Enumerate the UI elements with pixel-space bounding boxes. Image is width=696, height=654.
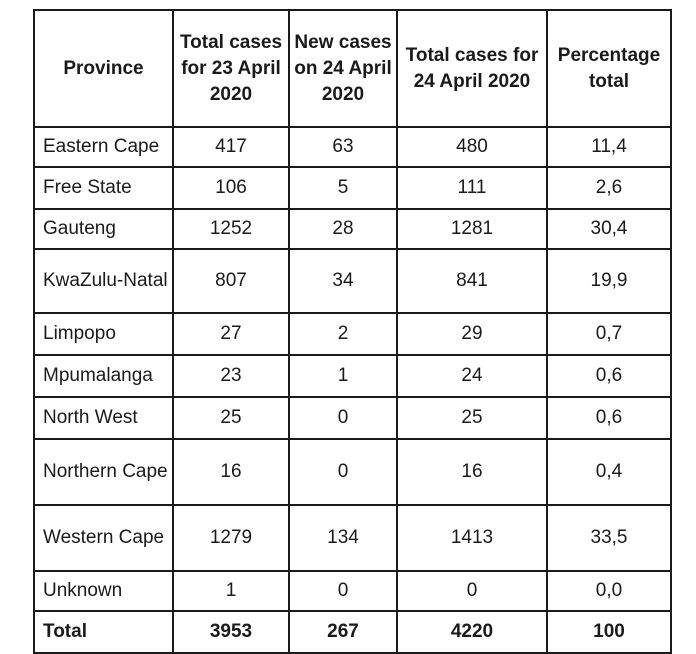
total-24-cell: 480 [396, 126, 548, 168]
table-body: Eastern Cape 417 63 480 11,4 Free State 106 5 11… [33, 126, 672, 654]
header-total-23-april: Total cases for 23 April 2020 [172, 9, 290, 128]
header-total-24-april: Total cases for 24 April 2020 [396, 9, 548, 128]
total-23-cell: 16 [172, 438, 290, 506]
covid-cases-table: Province Total cases for 23 April 2020 N… [33, 9, 672, 654]
table-row: Gauteng 1252 28 1281 30,4 [33, 208, 672, 250]
province-cell: Eastern Cape [33, 126, 174, 168]
table-row: Free State 106 5 111 2,6 [33, 166, 672, 210]
percentage-cell: 0,6 [546, 396, 672, 440]
total-row: Total 3953 267 4220 100 [33, 610, 672, 654]
total-23-cell: 23 [172, 354, 290, 398]
total-23-cell: 3953 [172, 610, 290, 654]
total-24-cell: 24 [396, 354, 548, 398]
total-23-cell: 417 [172, 126, 290, 168]
new-24-cell: 267 [288, 610, 398, 654]
province-cell: Mpumalanga [33, 354, 174, 398]
province-cell: KwaZulu-Natal [33, 248, 174, 314]
province-cell: Total [33, 610, 174, 654]
total-23-cell: 27 [172, 312, 290, 356]
header-row: Province Total cases for 23 April 2020 N… [33, 9, 672, 128]
total-23-cell: 1252 [172, 208, 290, 250]
new-24-cell: 0 [288, 438, 398, 506]
percentage-cell: 30,4 [546, 208, 672, 250]
total-23-cell: 1279 [172, 504, 290, 572]
total-24-cell: 29 [396, 312, 548, 356]
table-row: Unknown 1 0 0 0,0 [33, 570, 672, 612]
province-cell: North West [33, 396, 174, 440]
table-row: Northern Cape 16 0 16 0,4 [33, 438, 672, 506]
total-23-cell: 106 [172, 166, 290, 210]
total-24-cell: 25 [396, 396, 548, 440]
table-row: KwaZulu-Natal 807 34 841 19,9 [33, 248, 672, 314]
total-23-cell: 1 [172, 570, 290, 612]
header-province: Province [33, 9, 174, 128]
percentage-cell: 0,4 [546, 438, 672, 506]
province-cell: Limpopo [33, 312, 174, 356]
province-cell: Northern Cape [33, 438, 174, 506]
province-cell: Unknown [33, 570, 174, 612]
table-row: Eastern Cape 417 63 480 11,4 [33, 126, 672, 168]
table-row: Mpumalanga 23 1 24 0,6 [33, 354, 672, 398]
new-24-cell: 0 [288, 570, 398, 612]
total-24-cell: 841 [396, 248, 548, 314]
total-24-cell: 0 [396, 570, 548, 612]
total-24-cell: 1413 [396, 504, 548, 572]
total-23-cell: 25 [172, 396, 290, 440]
new-24-cell: 34 [288, 248, 398, 314]
province-cell: Gauteng [33, 208, 174, 250]
total-24-cell: 1281 [396, 208, 548, 250]
percentage-cell: 33,5 [546, 504, 672, 572]
percentage-cell: 0,6 [546, 354, 672, 398]
header-new-24-april: New cases on 24 April 2020 [288, 9, 398, 128]
province-cell: Free State [33, 166, 174, 210]
new-24-cell: 134 [288, 504, 398, 572]
province-cell: Western Cape [33, 504, 174, 572]
total-24-cell: 4220 [396, 610, 548, 654]
new-24-cell: 5 [288, 166, 398, 210]
percentage-cell: 0,0 [546, 570, 672, 612]
table-row: Limpopo 27 2 29 0,7 [33, 312, 672, 356]
table-header: Province Total cases for 23 April 2020 N… [33, 9, 672, 128]
percentage-cell: 19,9 [546, 248, 672, 314]
table-row: North West 25 0 25 0,6 [33, 396, 672, 440]
new-24-cell: 63 [288, 126, 398, 168]
percentage-cell: 2,6 [546, 166, 672, 210]
percentage-cell: 0,7 [546, 312, 672, 356]
header-percentage-total: Percentage total [546, 9, 672, 128]
total-24-cell: 111 [396, 166, 548, 210]
percentage-cell: 11,4 [546, 126, 672, 168]
new-24-cell: 2 [288, 312, 398, 356]
new-24-cell: 0 [288, 396, 398, 440]
total-23-cell: 807 [172, 248, 290, 314]
new-24-cell: 28 [288, 208, 398, 250]
table-row: Western Cape 1279 134 1413 33,5 [33, 504, 672, 572]
new-24-cell: 1 [288, 354, 398, 398]
total-24-cell: 16 [396, 438, 548, 506]
percentage-cell: 100 [546, 610, 672, 654]
